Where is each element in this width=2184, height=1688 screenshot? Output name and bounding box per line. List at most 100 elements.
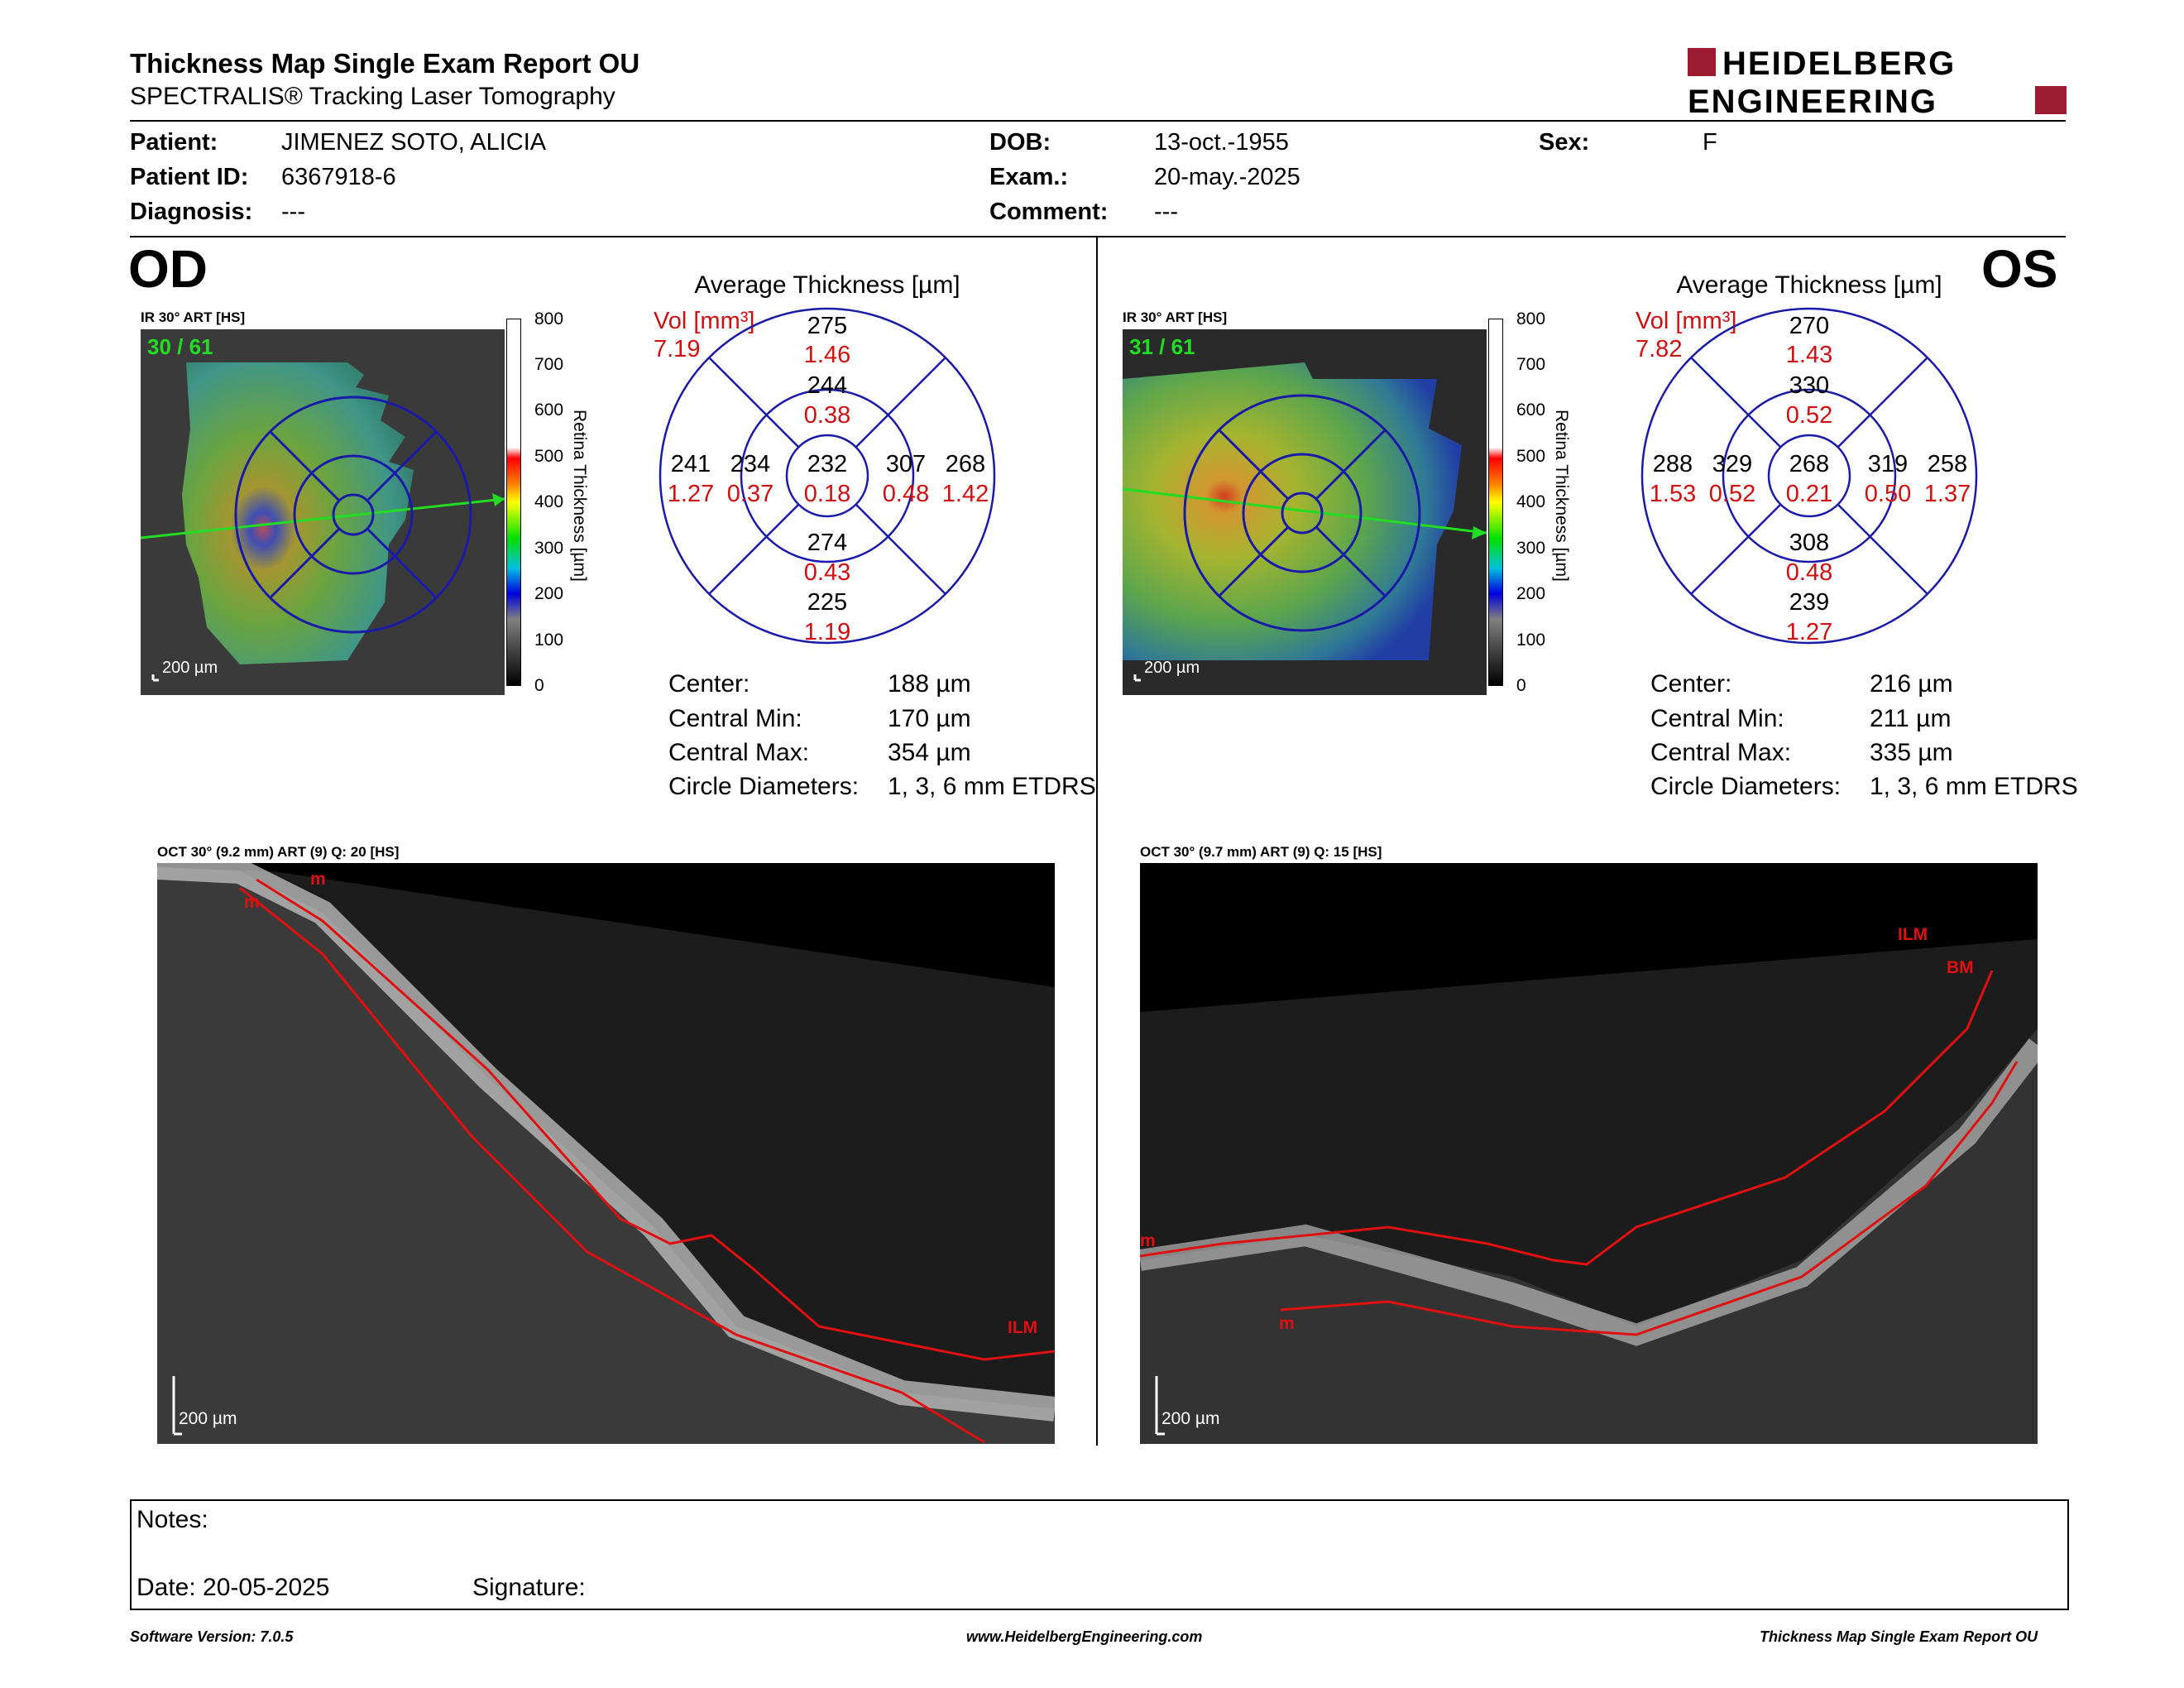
os-tick-400: 400 <box>1516 492 1546 511</box>
os-inner-superior-thickness: 330 <box>1789 372 1830 399</box>
os-outer-superior-thickness: 270 <box>1789 313 1830 339</box>
report-subtitle: SPECTRALIS® Tracking Laser Tomography <box>130 83 615 110</box>
od-center-volume: 0.18 <box>803 481 851 507</box>
od-frame-counter: 30 / 61 <box>147 334 213 359</box>
patient-name: JIMENEZ SOTO, ALICIA <box>281 129 547 156</box>
os-thickness-map: 31 / 61 200 µm <box>1123 329 1487 695</box>
od-vol-total: 7.19 <box>654 336 701 362</box>
os-outer-inferior-volume: 1.27 <box>1785 619 1833 645</box>
od-avg-title: Average Thickness [µm] <box>694 271 960 299</box>
os-etdrs-grid <box>1640 307 1978 645</box>
software-version: Software Version: 7.0.5 <box>130 1628 294 1645</box>
os-center-value: 216 µm <box>1870 670 1953 698</box>
os-outer-left-volume: 1.53 <box>1649 481 1697 507</box>
os-outer-right-thickness: 258 <box>1927 451 1968 477</box>
os-min-label: Central Min: <box>1650 705 1784 732</box>
od-oct-marker-ilm: ILM <box>1008 1318 1038 1337</box>
eye-divider <box>1096 237 1098 1446</box>
od-outer-right-volume: 1.42 <box>941 481 989 507</box>
os-inner-right-thickness: 319 <box>1867 451 1909 477</box>
os-diam-label: Circle Diameters: <box>1650 773 1842 800</box>
notes-label: Notes: <box>136 1506 208 1533</box>
od-inner-inferior-volume: 0.43 <box>803 559 851 586</box>
od-ir-title: IR 30° ART [HS] <box>141 309 246 325</box>
od-tick-700: 700 <box>534 355 564 374</box>
od-outer-left-thickness: 241 <box>670 451 711 477</box>
os-colorbar-title: Retina Thickness [µm] <box>1552 410 1571 582</box>
os-inner-left-volume: 0.52 <box>1708 481 1756 507</box>
os-oct-title: OCT 30° (9.7 mm) ART (9) Q: 15 [HS] <box>1140 844 1382 860</box>
od-max-label: Central Max: <box>668 739 810 766</box>
patient-divider <box>130 236 2066 237</box>
os-center-thickness: 268 <box>1789 451 1830 477</box>
od-min-value: 170 µm <box>888 705 971 732</box>
comment-label: Comment: <box>989 199 1109 225</box>
od-oct-bscan: m m ILM 200 µm <box>157 863 1055 1444</box>
logo-line-1: HEIDELBERG <box>1722 46 1956 82</box>
os-center-label: Center: <box>1650 670 1732 698</box>
os-tick-200: 200 <box>1516 584 1546 603</box>
od-tick-100: 100 <box>534 631 564 650</box>
os-oct-scale: 200 µm <box>1161 1409 1220 1428</box>
diagnosis-value: --- <box>281 199 305 225</box>
od-inner-right-thickness: 307 <box>885 451 927 477</box>
os-avg-title: Average Thickness [µm] <box>1676 271 1942 299</box>
od-etdrs-grid <box>659 307 996 645</box>
od-inner-left-volume: 0.37 <box>726 481 774 507</box>
os-min-value: 211 µm <box>1870 705 1952 732</box>
diagnosis-label: Diagnosis: <box>130 199 253 225</box>
os-colorbar <box>1488 319 1508 686</box>
logo-line-2: ENGINEERING <box>1688 84 1937 116</box>
od-colorbar-title: Retina Thickness [µm] <box>570 410 589 582</box>
od-outer-left-volume: 1.27 <box>667 481 715 507</box>
od-outer-superior-thickness: 275 <box>807 313 848 339</box>
os-outer-inferior-thickness: 239 <box>1789 589 1830 616</box>
os-vol-total: 7.82 <box>1636 336 1683 362</box>
od-oct-marker-m2: m <box>244 893 260 912</box>
os-vol-label: Vol [mm³] <box>1636 308 1737 334</box>
sex-label: Sex: <box>1539 129 1590 156</box>
os-ir-title: IR 30° ART [HS] <box>1123 309 1228 325</box>
patient-label: Patient: <box>130 129 218 156</box>
od-inner-left-thickness: 234 <box>730 451 771 477</box>
od-diam-label: Circle Diameters: <box>668 773 860 800</box>
date-label: Date: 20-05-2025 <box>136 1574 330 1601</box>
os-diam-value: 1, 3, 6 mm ETDRS <box>1870 773 2078 800</box>
sex-value: F <box>1703 129 1717 156</box>
os-tick-800: 800 <box>1516 309 1546 328</box>
od-colorbar-ticks: 800 700 600 500 400 300 200 100 0 <box>529 309 563 698</box>
od-diam-value: 1, 3, 6 mm ETDRS <box>888 773 1096 800</box>
os-outer-superior-volume: 1.43 <box>1785 342 1833 368</box>
os-inner-inferior-thickness: 308 <box>1789 530 1830 556</box>
os-oct-bscan: ILM BM m m 200 µm <box>1140 863 2038 1444</box>
os-inner-inferior-volume: 0.48 <box>1785 559 1833 586</box>
os-tick-600: 600 <box>1516 400 1546 420</box>
od-inner-right-volume: 0.48 <box>882 481 930 507</box>
os-outer-right-volume: 1.37 <box>1923 481 1971 507</box>
os-center-volume: 0.21 <box>1785 481 1833 507</box>
os-max-label: Central Max: <box>1650 739 1792 766</box>
notes-box[interactable]: Notes: Date: 20-05-2025 Signature: <box>130 1499 2069 1610</box>
os-label: OS <box>1981 239 2058 299</box>
od-outer-superior-volume: 1.46 <box>803 342 851 368</box>
dob-label: DOB: <box>989 129 1051 156</box>
od-oct-title: OCT 30° (9.2 mm) ART (9) Q: 20 [HS] <box>157 844 400 860</box>
od-center-thickness: 232 <box>807 451 848 477</box>
website-link[interactable]: www.HeidelbergEngineering.com <box>966 1628 1203 1645</box>
od-oct-scale: 200 µm <box>179 1409 237 1428</box>
os-inner-superior-volume: 0.52 <box>1785 402 1833 429</box>
od-outer-inferior-volume: 1.19 <box>803 619 851 645</box>
od-tick-300: 300 <box>534 539 564 558</box>
header-divider <box>130 120 2066 122</box>
heidelberg-logo: HEIDELBERG ENGINEERING <box>1688 46 2067 116</box>
od-outer-inferior-thickness: 225 <box>807 589 848 616</box>
od-thickness-map: 30 / 61 200 µm <box>141 329 505 695</box>
os-tick-700: 700 <box>1516 355 1546 374</box>
os-inner-right-volume: 0.50 <box>1864 481 1912 507</box>
os-tick-100: 100 <box>1516 631 1546 650</box>
os-colorbar-ticks: 800 700 600 500 400 300 200 100 0 <box>1511 309 1545 698</box>
od-colorbar <box>506 319 526 686</box>
os-tick-300: 300 <box>1516 539 1546 558</box>
od-tick-400: 400 <box>534 492 564 511</box>
os-map-scale: 200 µm <box>1144 659 1200 677</box>
